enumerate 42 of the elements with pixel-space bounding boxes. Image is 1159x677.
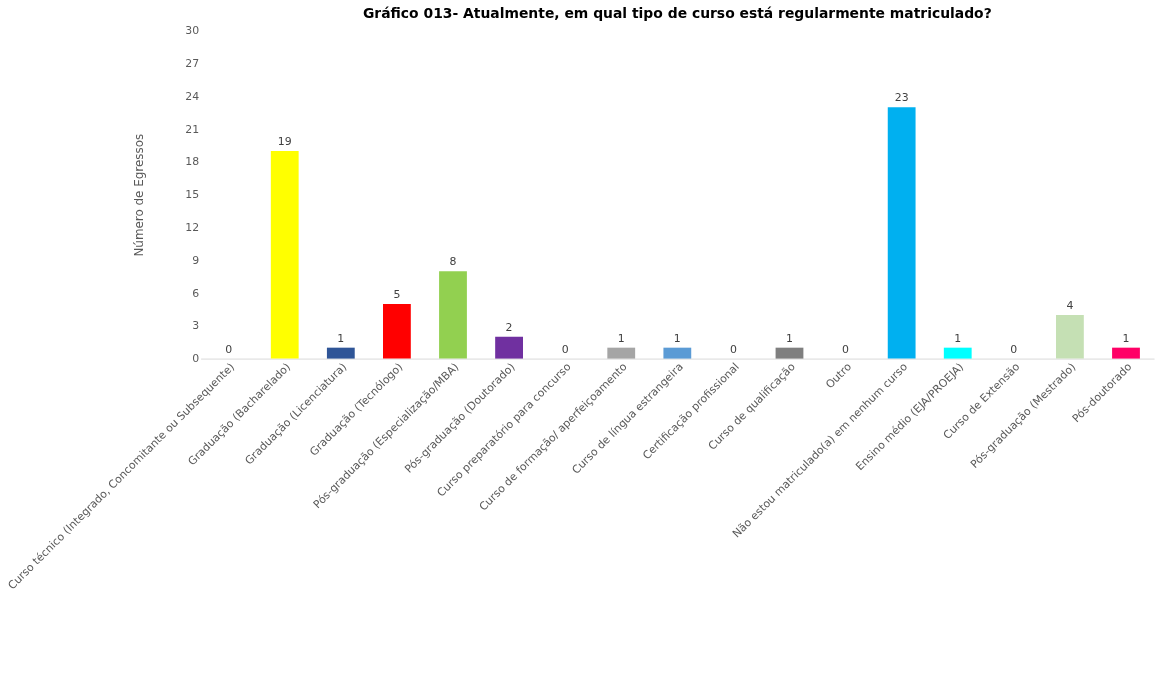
data-label: 0 bbox=[1010, 342, 1018, 356]
bar bbox=[439, 271, 467, 359]
y-tick-label: 12 bbox=[185, 220, 200, 234]
bar bbox=[383, 303, 411, 359]
data-label: 8 bbox=[449, 255, 457, 269]
y-tick-label: 0 bbox=[192, 352, 200, 366]
y-tick-label: 21 bbox=[185, 122, 200, 136]
data-label: 0 bbox=[225, 342, 233, 356]
bar bbox=[663, 347, 692, 359]
chart-title: Gráfico 013- Atualmente, em qual tipo de curso está regularmente matriculado? bbox=[362, 4, 992, 21]
data-label: 19 bbox=[277, 135, 292, 149]
data-label: 1 bbox=[954, 331, 962, 345]
bar bbox=[887, 107, 916, 359]
data-label: 5 bbox=[393, 288, 401, 302]
data-label: 1 bbox=[1122, 331, 1130, 345]
bar bbox=[326, 347, 355, 359]
bar bbox=[1112, 347, 1140, 359]
data-label: 1 bbox=[786, 331, 793, 345]
data-label: 4 bbox=[1066, 298, 1074, 312]
data-label: 0 bbox=[561, 342, 569, 356]
data-label: 1 bbox=[617, 331, 625, 345]
bar bbox=[1056, 314, 1084, 359]
bar bbox=[607, 347, 636, 359]
y-tick-label: 27 bbox=[185, 57, 200, 71]
bar bbox=[943, 347, 972, 359]
data-label: 0 bbox=[842, 342, 850, 356]
data-label: 0 bbox=[729, 342, 737, 356]
data-label: 2 bbox=[505, 320, 513, 334]
bar bbox=[270, 151, 299, 359]
y-tick-label: 15 bbox=[185, 188, 200, 202]
y-tick-label: 30 bbox=[185, 24, 200, 38]
y-tick-label: 9 bbox=[192, 253, 200, 267]
bar bbox=[495, 336, 523, 359]
data-label: 1 bbox=[673, 331, 681, 345]
data-label: 23 bbox=[894, 91, 909, 105]
y-tick-label: 24 bbox=[185, 89, 200, 103]
y-tick-label: 6 bbox=[192, 286, 200, 300]
data-label: 1 bbox=[337, 331, 345, 345]
y-tick-label: 18 bbox=[185, 155, 200, 169]
y-tick-label: 3 bbox=[192, 319, 200, 333]
y-axis-title: Número de Egressos bbox=[131, 133, 146, 257]
bar bbox=[775, 347, 804, 359]
